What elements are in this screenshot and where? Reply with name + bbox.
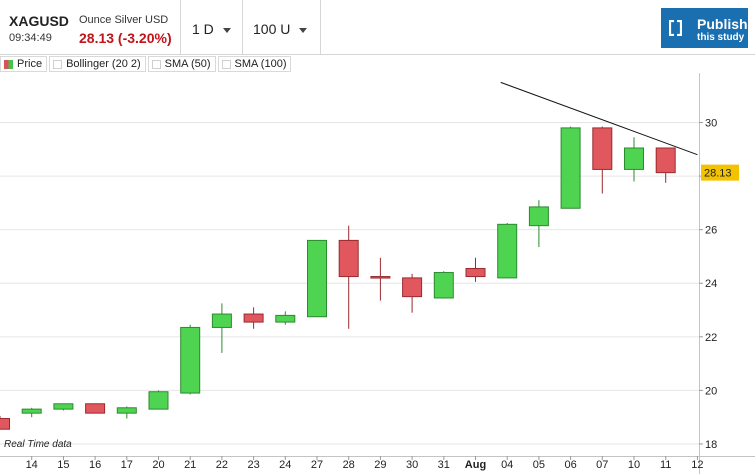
x-tick-label: 04 — [501, 459, 513, 471]
symbol-description: Ounce Silver USD — [79, 14, 169, 26]
x-tick-label: 28 — [343, 459, 355, 471]
candle-body — [243, 313, 264, 323]
candle-body — [53, 403, 74, 410]
symbol-info[interactable]: XAGUSD 09:34:49 Ounce Silver USD 28.13 (… — [0, 0, 181, 55]
x-tick-label: 14 — [26, 459, 38, 471]
x-tick-label: 11 — [660, 459, 671, 471]
legend-item-bollinger[interactable]: Bollinger (20 2) — [49, 56, 146, 72]
price-swatch-icon — [4, 59, 13, 69]
checkbox-icon — [53, 59, 63, 69]
bars-dropdown[interactable]: 100 U — [243, 0, 321, 55]
x-tick-label: 23 — [247, 459, 259, 471]
bars-value: 100 U — [253, 21, 291, 37]
candle-body — [85, 403, 106, 414]
checkbox-icon — [151, 59, 161, 69]
legend-label: SMA (100) — [234, 58, 287, 70]
realtime-data-label: Real Time data — [4, 439, 72, 450]
x-tick-label: 06 — [564, 459, 576, 471]
candle-body — [148, 391, 169, 410]
candle-body — [497, 223, 518, 279]
x-tick-label: 12 — [691, 459, 703, 471]
y-tick-label: 22 — [705, 332, 717, 344]
x-tick-label: 22 — [216, 459, 228, 471]
y-tick-label: 26 — [705, 225, 717, 237]
candle-body — [21, 408, 42, 414]
quote-time: 09:34:49 — [9, 32, 52, 44]
candle-body — [655, 147, 676, 174]
candle-body — [116, 407, 137, 414]
trend-line — [500, 81, 698, 156]
candle-body — [433, 272, 454, 299]
x-tick-label: 27 — [311, 459, 323, 471]
publish-label: Publish — [697, 16, 748, 32]
symbol-ticker: XAGUSD — [9, 13, 69, 29]
indicator-legend: Price Bollinger (20 2) SMA (50) SMA (100… — [0, 56, 293, 72]
candle-body — [338, 239, 359, 278]
x-tick-label: 29 — [374, 459, 386, 471]
x-tick-label: 10 — [628, 459, 640, 471]
last-price-label: 28.13 — [704, 168, 732, 180]
last-price-change: 28.13 (-3.20%) — [79, 30, 172, 46]
x-tick-label: Aug — [465, 459, 486, 471]
candle-body — [402, 277, 423, 298]
x-tick-label: 05 — [533, 459, 545, 471]
candle-body — [465, 268, 486, 278]
publish-button[interactable]: Publish this study — [661, 8, 748, 48]
candle-body — [0, 418, 10, 430]
x-tick-label: 15 — [57, 459, 69, 471]
candle-body — [211, 313, 232, 328]
y-tick-label: 20 — [705, 385, 717, 397]
bracket-publish-icon — [669, 20, 682, 36]
checkbox-icon — [221, 59, 231, 69]
x-tick-label: 16 — [89, 459, 101, 471]
candle-body — [528, 206, 549, 227]
legend-item-price[interactable]: Price — [0, 56, 48, 72]
y-tick-label: 18 — [705, 439, 717, 451]
y-tick-label: 24 — [705, 278, 717, 290]
chevron-down-icon — [223, 28, 231, 33]
candle-body — [592, 127, 613, 170]
candle-body — [560, 127, 581, 209]
interval-dropdown[interactable]: 1 D — [181, 0, 243, 55]
candle-body — [370, 276, 391, 279]
chevron-down-icon — [299, 28, 307, 33]
last-price-tag — [701, 164, 739, 181]
x-tick-label: 31 — [438, 459, 450, 471]
legend-label: Bollinger (20 2) — [66, 58, 141, 70]
x-tick-label: 24 — [279, 459, 291, 471]
candle-body — [624, 147, 644, 170]
legend-item-sma-50[interactable]: SMA (50) — [147, 56, 216, 72]
y-tick-label: 30 — [705, 118, 717, 130]
x-tick-label: 21 — [184, 459, 196, 471]
legend-item-sma-100[interactable]: SMA (100) — [217, 56, 292, 72]
legend-label: SMA (50) — [164, 58, 211, 70]
x-tick-label: 17 — [121, 459, 133, 471]
chart-header: XAGUSD 09:34:49 Ounce Silver USD 28.13 (… — [0, 0, 755, 55]
candle-body — [180, 326, 201, 394]
x-tick-label: 07 — [596, 459, 608, 471]
publish-sublabel: this study — [697, 32, 745, 43]
candle-body — [307, 239, 327, 318]
candle-body — [275, 314, 296, 323]
x-tick-label: 20 — [152, 459, 164, 471]
x-tick-label: 30 — [406, 459, 418, 471]
legend-label: Price — [17, 58, 43, 70]
interval-value: 1 D — [192, 21, 214, 37]
